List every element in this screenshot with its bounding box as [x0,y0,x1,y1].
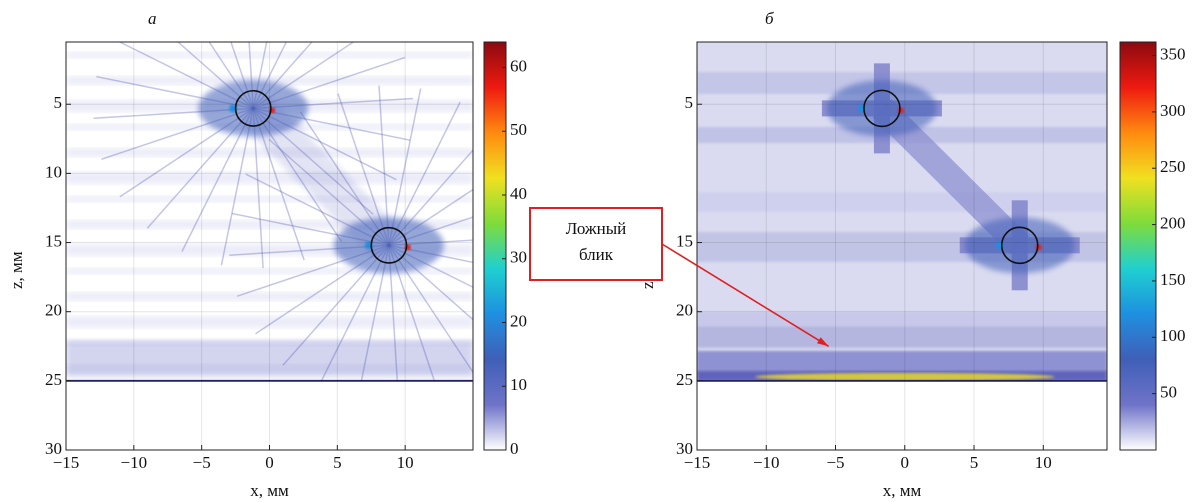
texture-blob [198,80,309,137]
x-tick-label: 5 [970,453,979,472]
axes-frame [696,41,1108,451]
texture-band [66,76,473,85]
texture-band [697,192,1107,212]
colorbar [483,41,507,451]
colorbar-tick-label: 30 [510,248,527,267]
y-tick-label: 30 [676,439,693,458]
texture-blob [754,372,1055,381]
annotation-text: Ложный [566,219,627,238]
colorbar-tick-label: 300 [1160,101,1186,120]
x-tick-label: 5 [333,453,342,472]
colorbar-tick-label: 250 [1160,157,1186,176]
flaw-circle [863,89,901,128]
flaw-circle [234,89,272,127]
y-tick-label: 15 [45,231,62,250]
texture-blob [333,217,444,274]
colorbar-tick-label: 50 [1160,383,1177,402]
image [66,42,473,450]
y-axis-label: z, мм [7,251,26,289]
colorbar-tick-label: 100 [1160,326,1186,345]
annotation-arrow [661,243,830,347]
texture-band [697,350,1107,373]
y-tick-label: 25 [45,370,62,389]
colorbar [1119,41,1157,451]
texture-band [66,220,473,229]
texture-band [66,52,473,58]
colorbar-tick-label: 40 [510,184,527,203]
axes-frame [65,41,474,451]
panel-label: б [765,9,774,28]
y-tick-label: 5 [54,93,63,112]
y-tick-label: 5 [685,93,694,112]
below-area [697,381,1107,450]
flaw-circle [1000,226,1039,265]
colorbar-tick-label: 20 [510,311,527,330]
colorbar-tick-label: 60 [510,56,527,75]
arrow-head [816,337,829,347]
x-axis-label: x, мм [883,481,922,500]
y-tick-label: 20 [676,301,693,320]
texture-band [66,292,473,301]
colorbar-tick-label: 350 [1160,44,1186,63]
panel-label: а [148,9,157,28]
below-area [66,381,473,450]
x-tick-label: −5 [193,453,211,472]
y-tick-label: 20 [45,301,62,320]
image [697,42,1107,450]
x-tick-label: 10 [397,453,414,472]
x-tick-label: 0 [901,453,910,472]
texture-band [66,172,473,184]
x-tick-label: −10 [121,453,148,472]
colorbar-tick-label: 50 [510,120,527,139]
y-tick-label: 30 [45,439,62,458]
colorbar-tick-label: 200 [1160,213,1186,232]
y-tick-label: 15 [676,231,693,250]
texture-band [66,340,473,377]
x-tick-label: −5 [826,453,844,472]
texture-band [66,268,473,274]
y-tick-label: 25 [676,370,693,389]
annotation-box [529,207,663,281]
x-tick-label: −15 [684,453,711,472]
texture-band [697,312,1107,326]
colorbar-tick-label: 0 [510,439,519,458]
texture-band [66,196,473,202]
annotation-text: блик [579,245,614,264]
texture-band [66,316,473,328]
y-tick-label: 10 [45,162,62,181]
x-axis-label: x, мм [250,481,289,500]
flaw-circle [370,226,408,264]
colorbar-tick-label: 10 [510,375,527,394]
x-tick-label: 0 [265,453,274,472]
x-tick-label: 10 [1035,453,1052,472]
texture-band [697,325,1107,348]
x-tick-label: −10 [753,453,780,472]
colorbar-tick-label: 150 [1160,270,1186,289]
texture-blob [964,217,1075,274]
texture-blob [826,80,937,137]
x-tick-label: −15 [53,453,80,472]
